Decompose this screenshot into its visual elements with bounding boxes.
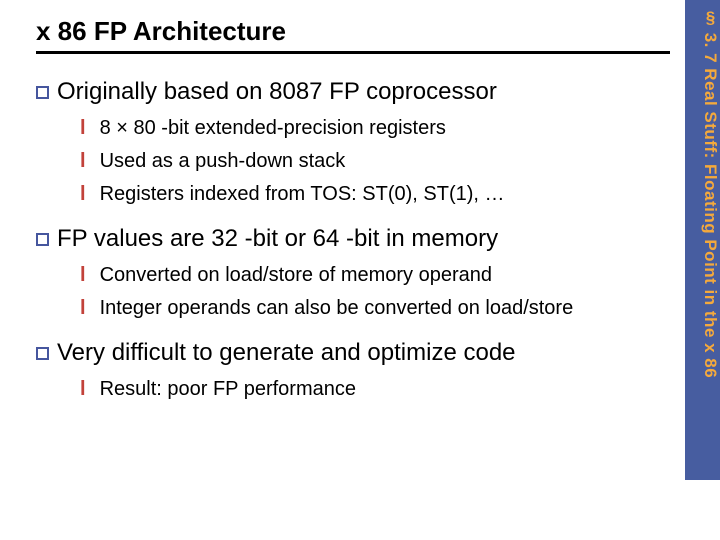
bullet-level2: l 8 × 80 -bit extended-precision registe… xyxy=(80,116,670,141)
level1-text: Originally based on 8087 FP coprocessor xyxy=(57,78,670,106)
bullet-level2: l Result: poor FP performance xyxy=(80,377,670,402)
level1-text: Very difficult to generate and optimize … xyxy=(57,339,670,367)
square-bullet-icon xyxy=(36,347,49,360)
square-bullet-icon xyxy=(36,86,49,99)
level2-text: Result: poor FP performance xyxy=(100,377,670,402)
level2-text: Registers indexed from TOS: ST(0), ST(1)… xyxy=(100,182,670,207)
l-bullet-icon: l xyxy=(80,377,86,401)
l-bullet-icon: l xyxy=(80,263,86,287)
slide-title: x 86 FP Architecture xyxy=(36,16,670,54)
section-side-tab: § 3. 7 Real Stuff: Floating Point in the… xyxy=(685,0,720,480)
bullet-level2: l Used as a push-down stack xyxy=(80,149,670,174)
l-bullet-icon: l xyxy=(80,182,86,206)
square-bullet-icon xyxy=(36,233,49,246)
level2-text: 8 × 80 -bit extended-precision registers xyxy=(100,116,670,141)
l-bullet-icon: l xyxy=(80,149,86,173)
level2-text: Used as a push-down stack xyxy=(100,149,670,174)
level1-text: FP values are 32 -bit or 64 -bit in memo… xyxy=(57,225,670,253)
bullet-level2: l Converted on load/store of memory oper… xyxy=(80,263,670,288)
level2-text: Integer operands can also be converted o… xyxy=(100,296,670,321)
l-bullet-icon: l xyxy=(80,296,86,320)
bullet-level2: l Integer operands can also be converted… xyxy=(80,296,670,321)
slide-content: x 86 FP Architecture Originally based on… xyxy=(0,0,720,402)
bullet-level1: Originally based on 8087 FP coprocessor xyxy=(36,78,670,106)
bullet-level2: l Registers indexed from TOS: ST(0), ST(… xyxy=(80,182,670,207)
l-bullet-icon: l xyxy=(80,116,86,140)
bullet-level1: FP values are 32 -bit or 64 -bit in memo… xyxy=(36,225,670,253)
bullet-level1: Very difficult to generate and optimize … xyxy=(36,339,670,367)
level2-text: Converted on load/store of memory operan… xyxy=(100,263,670,288)
